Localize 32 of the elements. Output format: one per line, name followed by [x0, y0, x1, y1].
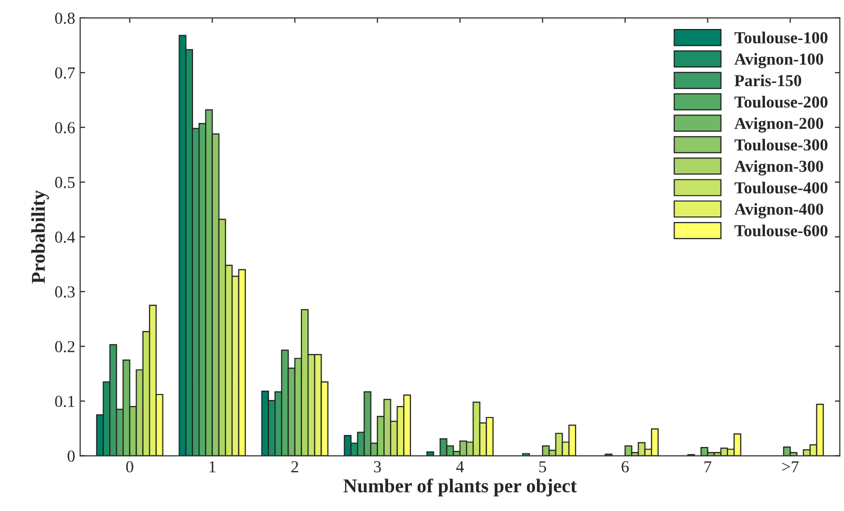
x-axis-title: Number of plants per object — [344, 478, 577, 496]
y-tick-label: 0.6 — [55, 122, 75, 134]
legend-label: Avignon-300 — [734, 160, 824, 176]
bar — [426, 451, 434, 456]
legend-label: Toulouse-400 — [734, 182, 828, 194]
y-tick-label: 0.8 — [55, 12, 75, 24]
x-tick-label: 1 — [210, 461, 216, 472]
x-tick-label: 4 — [456, 461, 464, 472]
y-tick-label: 0.1 — [55, 396, 74, 408]
y-tick-label: 0 — [68, 450, 75, 462]
y-axis-title: Probability — [31, 190, 49, 284]
legend-label: Avignon-100 — [734, 53, 824, 68]
y-tick-label: 0.4 — [55, 232, 76, 243]
legend-label: Toulouse-600 — [734, 224, 828, 236]
x-tick-label: 3 — [374, 461, 381, 472]
legend-label: Toulouse-100 — [734, 32, 828, 44]
legend-label: Paris-150 — [734, 74, 802, 86]
x-tick-label: 7 — [704, 461, 712, 472]
x-tick-label: >7 — [782, 461, 799, 472]
legend-label: Avignon-400 — [734, 203, 824, 218]
x-tick-label: 2 — [291, 461, 298, 472]
y-tick-label: 0.3 — [55, 286, 75, 298]
legend-label: Toulouse-300 — [734, 138, 828, 151]
x-tick-label: 5 — [539, 461, 546, 472]
x-tick-label: 6 — [622, 461, 629, 472]
y-tick-label: 0.2 — [55, 341, 74, 352]
x-tick-label: 0 — [126, 461, 134, 472]
y-tick-label: 0.7 — [55, 67, 75, 79]
legend-label: Avignon-200 — [734, 117, 824, 133]
bar — [522, 453, 530, 456]
y-tick-label: 0.5 — [55, 176, 75, 188]
legend-label: Toulouse-200 — [734, 96, 828, 108]
